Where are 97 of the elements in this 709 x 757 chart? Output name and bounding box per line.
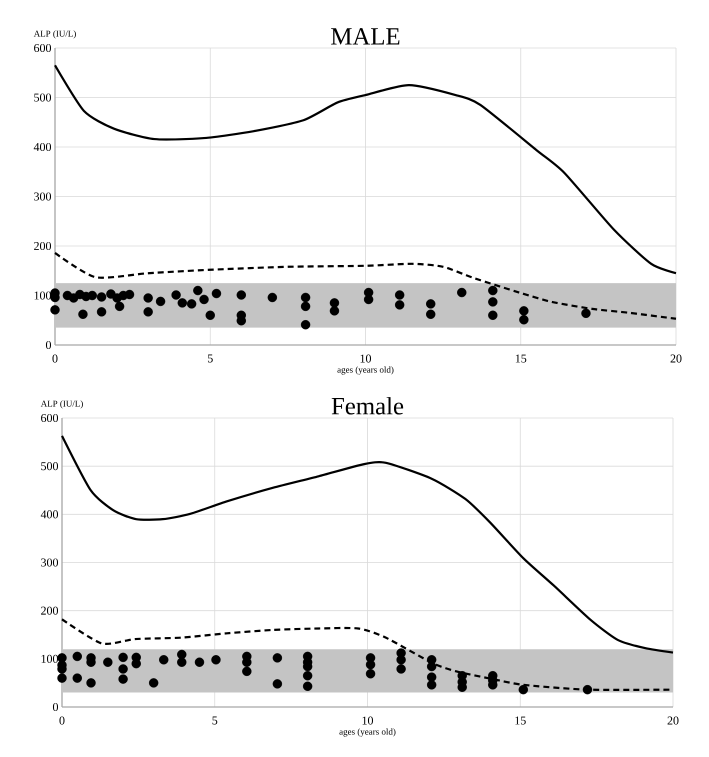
point — [242, 666, 252, 676]
point — [488, 310, 498, 320]
point — [396, 664, 406, 674]
point — [426, 680, 436, 690]
point — [118, 652, 128, 662]
x-axis-title: ages (years old) — [339, 728, 396, 737]
y-tick-label: 300 — [41, 558, 58, 567]
point — [236, 290, 246, 300]
point — [178, 298, 188, 308]
chart-title: MALE — [331, 28, 400, 45]
point — [86, 678, 96, 688]
point — [211, 655, 221, 664]
x-tick-label: 0 — [59, 716, 65, 725]
y-axis-title: ALP (IU/L) — [40, 400, 83, 408]
point — [272, 653, 282, 663]
y-tick-label: 600 — [34, 44, 52, 52]
point — [426, 662, 436, 672]
chart-title: Female — [332, 397, 404, 414]
y-tick-label: 500 — [41, 462, 58, 470]
point — [268, 292, 278, 302]
line-series — [60, 434, 674, 654]
point — [88, 290, 97, 300]
line-series — [54, 64, 678, 274]
point — [242, 658, 252, 667]
point — [177, 658, 186, 667]
point — [159, 655, 168, 664]
x-tick-label: 20 — [670, 354, 682, 363]
point — [302, 670, 312, 680]
line-series — [54, 252, 678, 320]
point — [330, 306, 340, 316]
y-tick-label: 400 — [34, 142, 52, 152]
x-tick-label: 20 — [668, 716, 679, 725]
point — [96, 292, 106, 302]
y-tick-label: 100 — [42, 654, 58, 663]
x-tick-label: 10 — [362, 716, 374, 725]
point — [143, 307, 153, 317]
point — [118, 674, 128, 684]
point — [457, 288, 466, 298]
point — [426, 310, 436, 320]
point — [581, 308, 591, 318]
y-tick-label: 400 — [40, 510, 58, 518]
point — [186, 299, 196, 309]
point — [206, 310, 215, 320]
y-tick-label: 200 — [41, 606, 58, 615]
x-axis-title: ages (years old) — [337, 366, 394, 375]
y-tick-label: 300 — [34, 192, 52, 201]
point — [330, 298, 340, 308]
point — [366, 669, 376, 678]
point — [300, 302, 310, 312]
x-tick-label: 5 — [212, 716, 218, 724]
point — [148, 678, 158, 688]
point — [396, 655, 406, 664]
y-tick-label: 600 — [41, 414, 58, 422]
point — [519, 315, 529, 324]
point — [300, 292, 310, 302]
point — [582, 684, 592, 694]
point — [171, 290, 181, 300]
x-tick-label: 15 — [515, 716, 526, 725]
y-tick-label: 500 — [34, 93, 52, 102]
point — [124, 290, 134, 300]
point — [118, 664, 128, 674]
point — [103, 658, 113, 667]
point — [364, 294, 374, 304]
point — [177, 650, 186, 660]
point — [488, 286, 498, 296]
point — [212, 288, 222, 298]
point — [156, 296, 166, 306]
point — [394, 290, 404, 300]
point — [302, 682, 312, 691]
point — [488, 297, 498, 307]
point — [96, 307, 106, 317]
point — [426, 299, 436, 309]
point — [518, 684, 528, 694]
point — [114, 302, 124, 312]
point — [300, 320, 310, 330]
point — [57, 673, 67, 683]
y-tick-label: 0 — [46, 340, 52, 350]
point — [394, 300, 404, 310]
point — [199, 294, 209, 304]
point — [193, 286, 203, 296]
x-tick-label: 10 — [360, 354, 372, 363]
point — [272, 679, 282, 689]
point — [72, 673, 82, 683]
point — [366, 660, 376, 670]
y-tick-label: 200 — [34, 242, 52, 250]
y-tick-label: 0 — [52, 702, 58, 712]
x-tick-label: 5 — [208, 354, 213, 362]
y-tick-label: 100 — [34, 291, 52, 300]
point — [50, 305, 60, 315]
x-tick-label: 15 — [516, 354, 526, 363]
y-axis-title: ALP (IU/L) — [34, 30, 76, 38]
point — [194, 658, 204, 667]
point — [519, 306, 529, 316]
point — [426, 672, 436, 682]
point — [78, 310, 88, 320]
point — [72, 652, 82, 662]
point — [143, 293, 153, 303]
